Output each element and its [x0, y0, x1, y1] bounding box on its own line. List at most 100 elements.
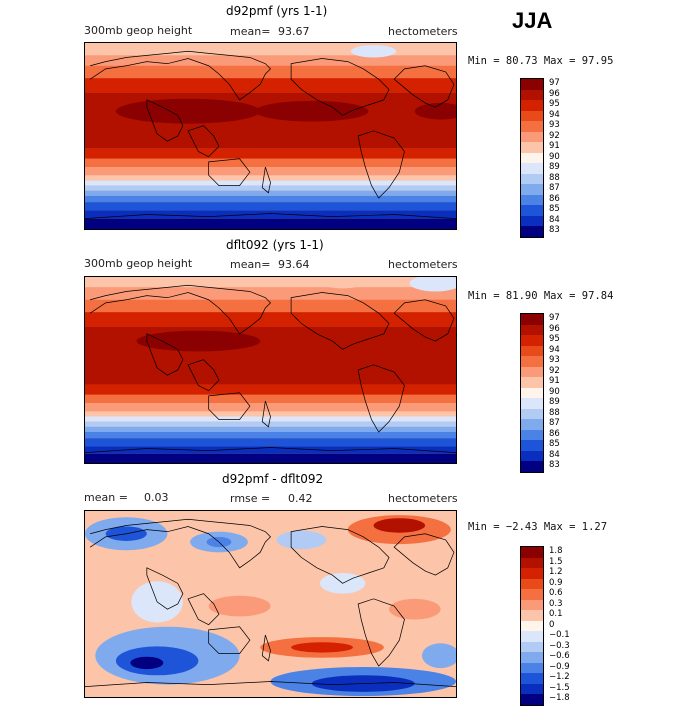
colorbar-tick-label: 1.5 — [549, 556, 563, 567]
colorbar-swatch — [521, 578, 543, 589]
colorbar-tick-label: 1.8 — [549, 546, 563, 556]
panel-2-title: dflt092 (yrs 1-1) — [226, 238, 324, 252]
panel-1-mean-label: mean= — [230, 25, 271, 38]
colorbar-swatch — [521, 205, 543, 216]
colorbar-swatch — [521, 419, 543, 430]
colorbar-tick-label: −1.8 — [549, 693, 570, 703]
colorbar-swatch — [521, 226, 543, 237]
colorbar-tick-label: 85 — [549, 204, 560, 214]
panel-3-units: hectometers — [388, 492, 458, 505]
colorbar-swatch — [521, 173, 543, 184]
colorbar-swatch — [521, 547, 543, 558]
colorbar-tick-label: 92 — [549, 130, 560, 141]
colorbar-tick-label: −1.5 — [549, 682, 570, 693]
colorbar-tick-label: 86 — [549, 193, 560, 204]
colorbar-swatch — [521, 184, 543, 195]
panel-1-units: hectometers — [388, 25, 458, 38]
colorbar-tick-label: 89 — [549, 162, 560, 172]
colorbar-swatch — [521, 356, 543, 367]
colorbar-swatch — [521, 652, 543, 663]
panel-1-variable-label: 300mb geop height — [84, 24, 193, 37]
colorbar-swatch — [521, 429, 543, 440]
colorbar-swatch — [521, 142, 543, 153]
colorbar-tick-label: 0.1 — [549, 609, 563, 619]
colorbar-tick-label: 91 — [549, 141, 560, 151]
map-band — [85, 158, 456, 167]
colorbar-tick-label: 87 — [549, 183, 560, 193]
colorbar-tick-label: 92 — [549, 365, 560, 376]
map-band — [85, 411, 456, 417]
map-band — [85, 43, 456, 56]
colorbar-swatch — [521, 683, 543, 694]
colorbar-swatch — [521, 694, 543, 705]
map-band — [85, 312, 456, 327]
colorbar-tick-label: 96 — [549, 88, 560, 99]
map-blob — [373, 518, 426, 533]
panel-3-mean-label: mean = — [84, 491, 128, 504]
colorbar-tick-label: −0.3 — [549, 640, 570, 651]
panel-1-map-svg — [85, 43, 456, 229]
colorbar-tick-label: 0.3 — [549, 598, 563, 609]
panel-1-colorbar — [520, 78, 544, 238]
colorbar-swatch — [521, 461, 543, 472]
colorbar-swatch — [521, 408, 543, 419]
colorbar-tick-label: 85 — [549, 439, 560, 449]
colorbar-swatch — [521, 163, 543, 174]
colorbar-swatch — [521, 335, 543, 346]
colorbar-swatch — [521, 89, 543, 100]
panel-1-mean-value: 93.67 — [278, 25, 310, 38]
colorbar-swatch — [521, 440, 543, 451]
colorbar-tick-label: 0.6 — [549, 588, 563, 598]
colorbar-swatch — [521, 610, 543, 621]
colorbar-tick-label: 93 — [549, 355, 560, 365]
colorbar-swatch — [521, 366, 543, 377]
map-band — [85, 446, 456, 454]
map-blob — [136, 330, 261, 352]
colorbar-tick-label: 90 — [549, 151, 560, 162]
map-band — [85, 438, 456, 447]
colorbar-swatch — [521, 194, 543, 205]
panel-1-map — [84, 42, 457, 230]
colorbar-tick-label: 0 — [549, 619, 555, 630]
colorbar-tick-label: 86 — [549, 428, 560, 439]
map-band — [85, 185, 456, 191]
panel-3-rmse-label: rmse = — [230, 492, 271, 505]
map-blob — [389, 598, 441, 620]
map-band — [85, 175, 456, 181]
panel-3-map — [84, 510, 457, 698]
map-band — [85, 421, 456, 427]
map-band — [85, 453, 456, 463]
colorbar-swatch — [521, 662, 543, 673]
colorbar-swatch — [521, 377, 543, 388]
colorbar-tick-label: 93 — [549, 120, 560, 130]
colorbar-swatch — [521, 324, 543, 335]
colorbar-tick-label: 84 — [549, 214, 560, 225]
map-blob — [291, 642, 353, 653]
panel-3-minmax: Min = −2.43 Max = 1.27 — [468, 521, 608, 533]
colorbar-swatch — [521, 450, 543, 461]
colorbar-swatch — [521, 215, 543, 226]
map-blob — [322, 278, 364, 289]
colorbar-tick-label: 89 — [549, 397, 560, 407]
map-blob — [421, 643, 456, 669]
panel-3-title: d92pmf - dflt092 — [222, 472, 324, 486]
coastlines — [85, 284, 456, 454]
colorbar-tick-label: 90 — [549, 386, 560, 397]
colorbar-tick-label: 88 — [549, 172, 560, 183]
colorbar-swatch — [521, 568, 543, 579]
colorbar-swatch — [521, 79, 543, 90]
colorbar-tick-label: 96 — [549, 323, 560, 334]
colorbar-swatch — [521, 631, 543, 642]
season-label: JJA — [512, 8, 553, 33]
colorbar-tick-label: 97 — [549, 313, 560, 323]
map-band — [85, 218, 456, 229]
colorbar-swatch — [521, 673, 543, 684]
map-band — [85, 195, 456, 203]
panel-2-map-svg — [85, 277, 456, 463]
map-blob — [255, 100, 369, 122]
colorbar-tick-label: 95 — [549, 99, 560, 109]
colorbar-swatch — [521, 599, 543, 610]
colorbar-tick-label: 87 — [549, 418, 560, 428]
panel-3-colorbar — [520, 546, 544, 706]
map-band — [85, 384, 456, 395]
